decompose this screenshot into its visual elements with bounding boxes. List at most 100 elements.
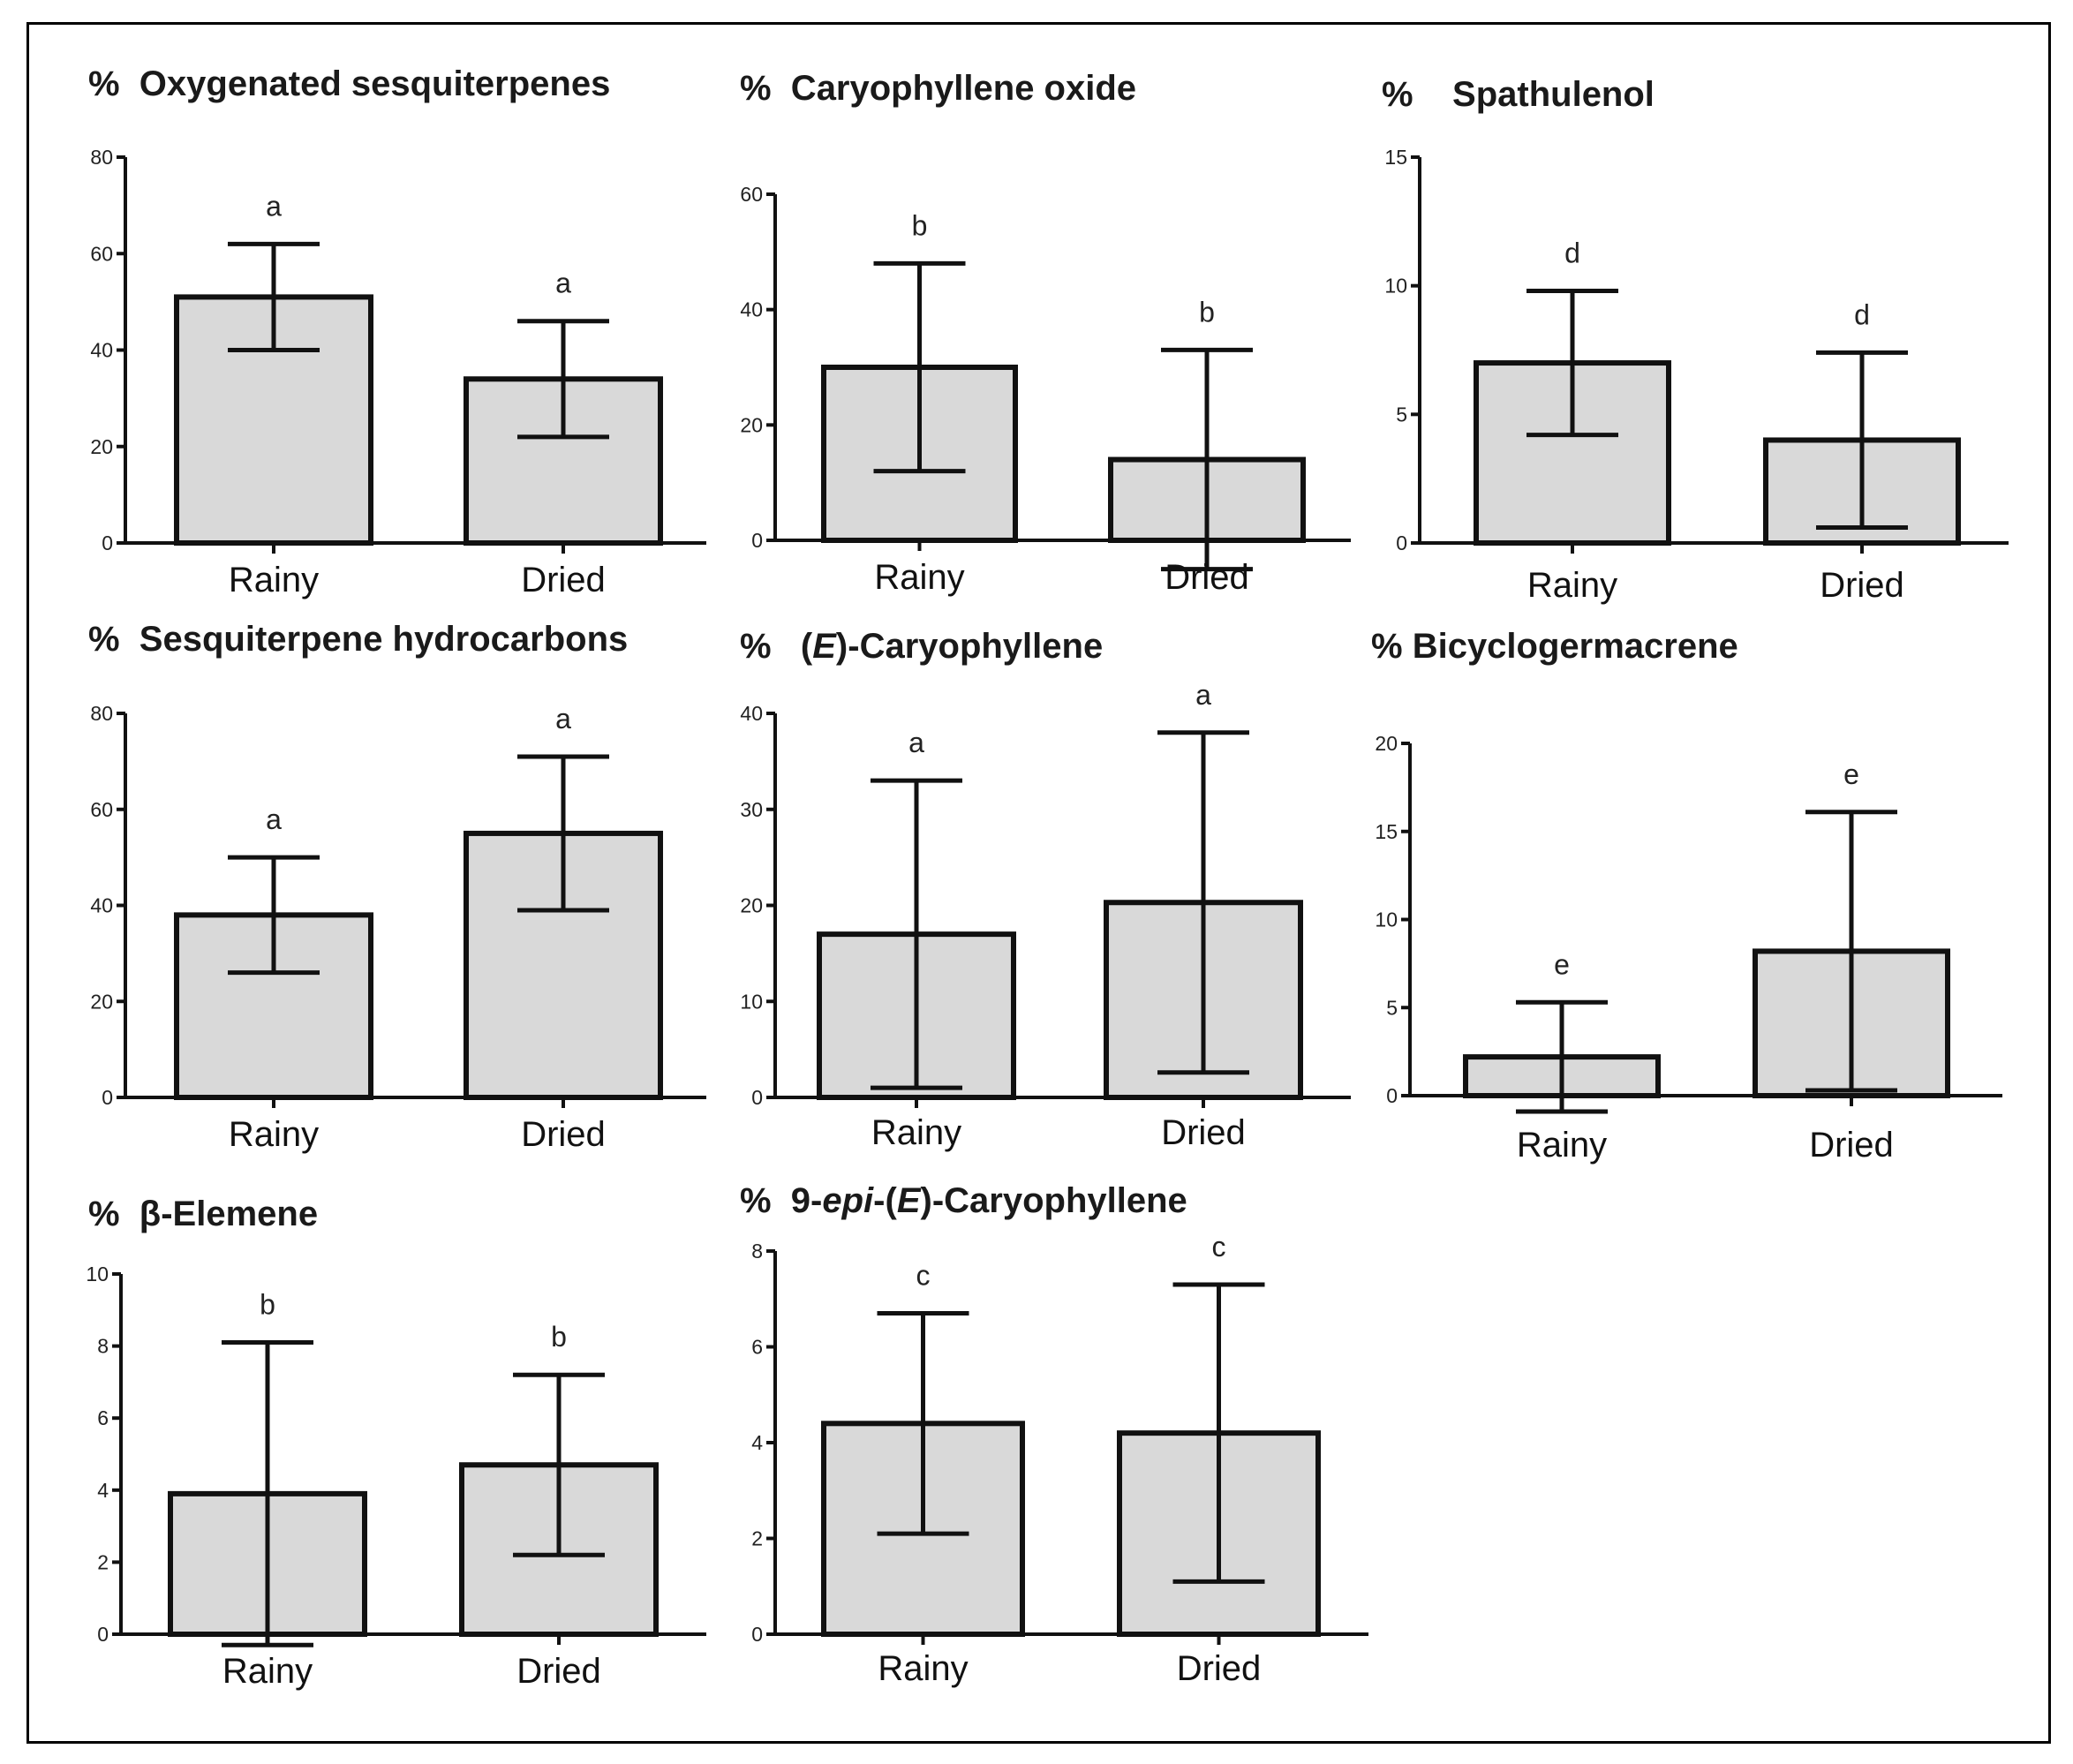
chart-panel-2: % Caryophyllene oxide 0 20 40 60 Rainy b Dried b	[740, 69, 1351, 597]
category-label: Dried	[1809, 1126, 1894, 1165]
y-tick-label: 40	[90, 339, 113, 362]
chart-panel-5: % (E)-Caryophyllene 0 10 20 30 40 Rainy a Dried a	[740, 627, 1351, 1152]
chart-title-part: %	[1371, 627, 1403, 666]
category-label: Dried	[516, 1652, 601, 1691]
significance-letter: a	[555, 268, 571, 299]
category-label: Rainy	[222, 1652, 313, 1691]
significance-letter: c	[916, 1260, 931, 1292]
category-label: Rainy	[871, 1113, 961, 1152]
chart-title-part: E	[897, 1181, 922, 1220]
chart-title-part: Caryophyllene oxide	[781, 69, 1136, 108]
y-tick-label: 20	[740, 413, 763, 436]
category-label: Rainy	[874, 558, 964, 597]
chart-title-part: )-Caryophyllene	[921, 1181, 1187, 1220]
category-label: Dried	[521, 1115, 606, 1154]
category-label: Rainy	[229, 1115, 319, 1154]
chart-title-part: β-Elemene	[130, 1195, 318, 1233]
y-tick-label: 0	[1396, 531, 1407, 554]
category-label: Dried	[1165, 558, 1249, 597]
chart-title-part: %	[88, 1195, 130, 1233]
significance-letter: b	[1199, 296, 1215, 328]
y-tick-label: 0	[751, 1086, 763, 1109]
y-tick-label: 0	[751, 529, 763, 552]
chart-title: % Oxygenated sesquiterpenes	[88, 64, 610, 103]
chart-title-part: %	[1382, 75, 1423, 114]
category-label: Dried	[1161, 1113, 1246, 1152]
category-label: Rainy	[1527, 566, 1617, 605]
y-tick-label: 0	[1386, 1084, 1398, 1107]
y-tick-label: 10	[740, 990, 763, 1013]
category-label: Rainy	[229, 561, 319, 599]
category-label: Dried	[521, 561, 606, 599]
chart-title-part: Spathulenol	[1423, 75, 1655, 114]
significance-letter: b	[260, 1289, 275, 1321]
y-tick-label: 2	[97, 1550, 109, 1573]
y-tick-label: 5	[1386, 996, 1398, 1019]
category-label: Rainy	[1517, 1126, 1607, 1165]
y-tick-label: 0	[751, 1623, 763, 1646]
chart-panel-4: % Sesquiterpene hydrocarbons 0 20 40 60 80 Rai…	[88, 620, 706, 1154]
y-tick-label: 40	[90, 894, 113, 917]
significance-letter: e	[1843, 758, 1859, 790]
chart-title-part: Bicyclogermacrene	[1403, 627, 1738, 666]
y-tick-label: 80	[90, 702, 113, 725]
y-tick-label: 4	[97, 1479, 109, 1502]
significance-letter: e	[1554, 948, 1570, 980]
y-tick-label: 20	[90, 990, 113, 1013]
significance-letter: b	[912, 209, 928, 241]
category-label: Rainy	[878, 1649, 968, 1688]
significance-letter: d	[1564, 237, 1580, 268]
chart-panel-8: % 9-epi-(E)-Caryophyllene 0 2 4 6 8 Rainy c Drie…	[740, 1181, 1368, 1688]
chart-title-part: %	[740, 627, 781, 666]
category-label: Dried	[1177, 1649, 1262, 1688]
y-tick-label: 60	[740, 183, 763, 206]
chart-title-part: %	[88, 64, 130, 103]
y-tick-label: 20	[90, 435, 113, 458]
y-tick-label: 20	[740, 894, 763, 917]
y-tick-label: 15	[1375, 820, 1398, 843]
chart-title: % (E)-Caryophyllene	[740, 627, 1103, 666]
chart-title-part: %	[740, 69, 781, 108]
y-tick-label: 60	[90, 242, 113, 265]
chart-title: % Caryophyllene oxide	[740, 69, 1136, 108]
y-tick-label: 20	[1375, 732, 1398, 755]
chart-panel-1: % Oxygenated sesquiterpenes 0 20 40 60 80 Rain…	[88, 64, 706, 599]
y-tick-label: 30	[740, 798, 763, 821]
chart-title-part: %	[740, 1181, 781, 1220]
y-tick-label: 60	[90, 798, 113, 821]
y-tick-label: 15	[1384, 146, 1407, 169]
chart-title: % Spathulenol	[1382, 75, 1655, 114]
y-tick-label: 4	[751, 1431, 763, 1454]
chart-title-part: (	[781, 627, 813, 666]
y-tick-label: 6	[751, 1336, 763, 1359]
chart-panel-7: % β-Elemene 0 2 4 6 8 10 Rainy b Dried b	[86, 1195, 706, 1691]
significance-letter: a	[555, 703, 571, 735]
significance-letter: a	[266, 803, 282, 835]
category-label: Dried	[1820, 566, 1904, 605]
y-tick-label: 6	[97, 1406, 109, 1429]
chart-title-part: %	[88, 620, 130, 659]
y-tick-label: 8	[751, 1240, 763, 1263]
y-tick-label: 40	[740, 702, 763, 725]
chart-title-part: Sesquiterpene hydrocarbons	[130, 620, 629, 659]
chart-panel-6: % Bicyclogermacrene 0 5 10 15 20 Rainy e Dried e	[1371, 627, 2002, 1165]
y-tick-label: 10	[86, 1263, 109, 1285]
y-tick-label: 40	[740, 298, 763, 321]
y-tick-label: 10	[1375, 908, 1398, 931]
y-tick-label: 80	[90, 146, 113, 169]
chart-title: % Bicyclogermacrene	[1371, 627, 1738, 666]
y-tick-label: 10	[1384, 275, 1407, 298]
chart-title: % β-Elemene	[88, 1195, 318, 1233]
significance-letter: a	[1195, 679, 1211, 711]
significance-letter: a	[908, 727, 924, 758]
chart-title-part: )-Caryophyllene	[836, 627, 1103, 666]
chart-title-part: epi	[822, 1181, 874, 1220]
significance-letter: d	[1854, 298, 1870, 330]
significance-letter: b	[551, 1321, 567, 1353]
significance-letter: c	[1212, 1231, 1226, 1263]
chart-title: % 9-epi-(E)-Caryophyllene	[740, 1181, 1187, 1220]
chart-panel-3: % Spathulenol 0 5 10 15 Rainy d Dried d	[1382, 75, 2009, 605]
chart-title-part: 9-	[781, 1181, 823, 1220]
y-tick-label: 0	[102, 531, 113, 554]
